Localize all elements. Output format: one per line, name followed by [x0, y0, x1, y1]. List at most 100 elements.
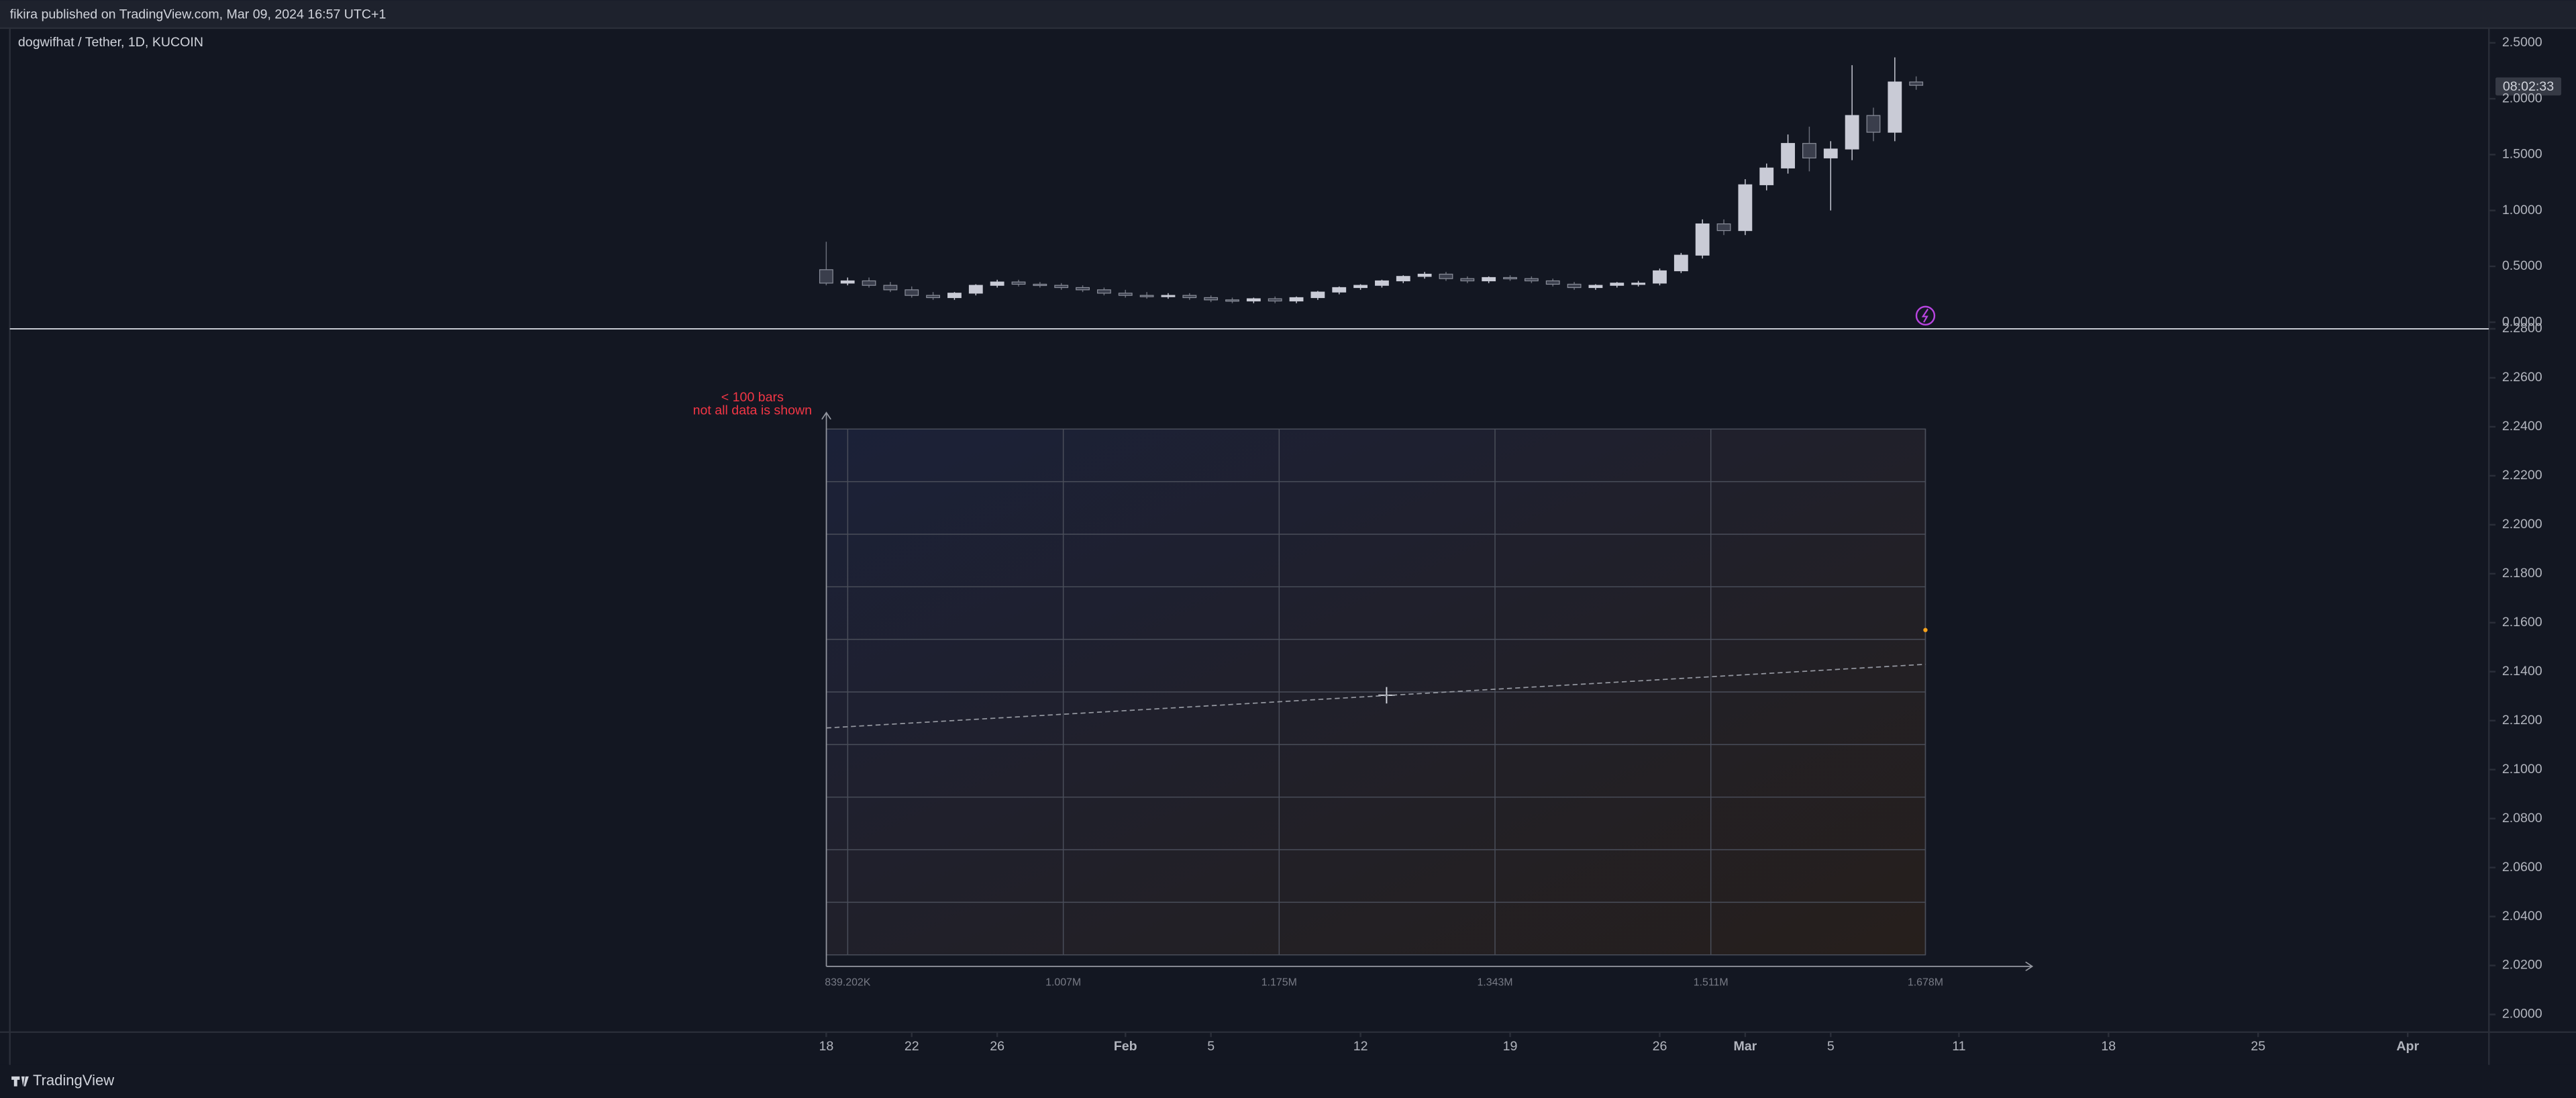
candle-body	[1225, 299, 1239, 302]
candle-body	[1588, 285, 1603, 289]
candle-body	[1759, 167, 1774, 185]
point	[1923, 628, 1928, 632]
candle-body	[1204, 297, 1219, 301]
candle-body	[1781, 143, 1795, 168]
footer-brand: TradingView	[33, 1072, 114, 1089]
y-tick-label: 2.5000	[2502, 35, 2542, 50]
x-tick-label: 5	[1207, 1039, 1215, 1054]
candle-body	[1054, 285, 1069, 289]
candle-body	[1011, 281, 1026, 285]
y-tick-label: 2.1200	[2502, 713, 2542, 728]
y-tick-label: 2.1600	[2502, 615, 2542, 630]
candle-body	[1139, 295, 1154, 297]
candle-body	[1246, 298, 1261, 302]
candle-body	[968, 285, 983, 294]
candle-body	[819, 269, 833, 284]
candle-body	[1738, 184, 1753, 232]
x-tick-label: 839.202K	[825, 977, 870, 989]
x-tick-label: Apr	[2396, 1039, 2419, 1054]
y-tick-label: 2.1400	[2502, 664, 2542, 679]
candle-body	[1610, 283, 1625, 286]
candle-body	[862, 280, 876, 286]
candle-body	[1289, 297, 1304, 302]
y-tick-label: 1.5000	[2502, 147, 2542, 162]
candle-body	[1673, 254, 1688, 272]
candle-body	[1375, 280, 1389, 286]
x-tick-label: 1.678M	[1908, 977, 1943, 989]
y-tick-label: 0.0000	[2502, 314, 2542, 329]
y-tick-label: 2.1800	[2502, 566, 2542, 581]
x-tick-label: 11	[1952, 1039, 1965, 1054]
candle-body	[1845, 115, 1859, 150]
candle-body	[1888, 81, 1902, 133]
y-tick-label: 2.0400	[2502, 909, 2542, 924]
candle-body	[1695, 223, 1710, 256]
candle-body	[1439, 273, 1453, 279]
candle-body	[1310, 291, 1325, 299]
x-tick-label: 1.175M	[1261, 977, 1297, 989]
candle-body	[1161, 295, 1176, 297]
candle-body	[905, 289, 919, 296]
candle-body	[1823, 148, 1838, 158]
candle-body	[1653, 270, 1667, 284]
box-rows	[826, 481, 1926, 903]
y-tick-label: 2.2000	[2502, 517, 2542, 532]
y-tick-label: 2.2800	[2502, 321, 2542, 336]
candle-body	[1503, 277, 1517, 280]
candle-body	[1182, 295, 1197, 299]
candle-body	[1866, 115, 1881, 133]
y-tick-label: 2.0000	[2502, 91, 2542, 105]
y-tick-label: 2.0600	[2502, 860, 2542, 875]
annotation: not all data is shown	[693, 403, 812, 418]
candle-body	[1332, 287, 1347, 293]
header-bar	[0, 0, 2576, 28]
price-label: 08:02:33	[2503, 79, 2554, 94]
candle-body	[1076, 287, 1090, 291]
x-tick-label: 19	[1503, 1039, 1518, 1054]
x-tick-label: 5	[1827, 1039, 1835, 1054]
price-label-box	[2495, 77, 2561, 96]
footer-bar	[0, 1064, 2576, 1098]
y-tick-label: 0.5000	[2502, 258, 2542, 273]
x-tick-label: 25	[2251, 1039, 2265, 1054]
x-tick-label: 26	[990, 1039, 1004, 1054]
tv-logo	[11, 1076, 29, 1087]
candle-body	[1545, 280, 1560, 285]
candle-body	[1802, 143, 1816, 158]
x-tick-label: 26	[1653, 1039, 1667, 1054]
x-tick-label: 1.343M	[1477, 977, 1512, 989]
candle-body	[1118, 293, 1133, 296]
candle-body	[1631, 283, 1646, 285]
y-tick-label: 2.2200	[2502, 468, 2542, 483]
candle-body	[1909, 81, 1924, 86]
trend-line	[826, 663, 1926, 729]
x-tick-label: 18	[2101, 1039, 2116, 1054]
x-tick-label: Feb	[1114, 1039, 1137, 1054]
candle-body	[1268, 298, 1282, 302]
x-tick-label: 12	[1353, 1039, 1368, 1054]
candle-body	[1524, 278, 1539, 282]
y-tick-label: 2.2400	[2502, 419, 2542, 434]
candle-body	[926, 295, 940, 299]
candle-body	[1353, 285, 1368, 289]
y-tick-label: 2.2600	[2502, 370, 2542, 385]
candle-body	[947, 293, 962, 299]
candle-body	[1567, 283, 1582, 289]
symbol-title: dogwifhat / Tether, 1D, KUCOIN	[18, 35, 203, 50]
candle-body	[840, 280, 855, 284]
lightning-icon[interactable]	[1915, 305, 1936, 326]
candle-body	[883, 285, 898, 291]
candle-body	[1396, 276, 1410, 282]
y-tick-label: 2.1000	[2502, 762, 2542, 777]
candle-body	[1460, 278, 1475, 282]
y-tick-label: 1.0000	[2502, 203, 2542, 217]
y-tick-label: 2.0000	[2502, 1007, 2542, 1021]
x-tick-label: Mar	[1733, 1039, 1757, 1054]
header-title: fikira published on TradingView.com, Mar…	[10, 7, 387, 21]
candle-body	[1716, 223, 1731, 232]
annotation: < 100 bars	[721, 390, 784, 405]
lightning-bolt	[1921, 308, 1929, 323]
candle-body	[1482, 277, 1496, 282]
